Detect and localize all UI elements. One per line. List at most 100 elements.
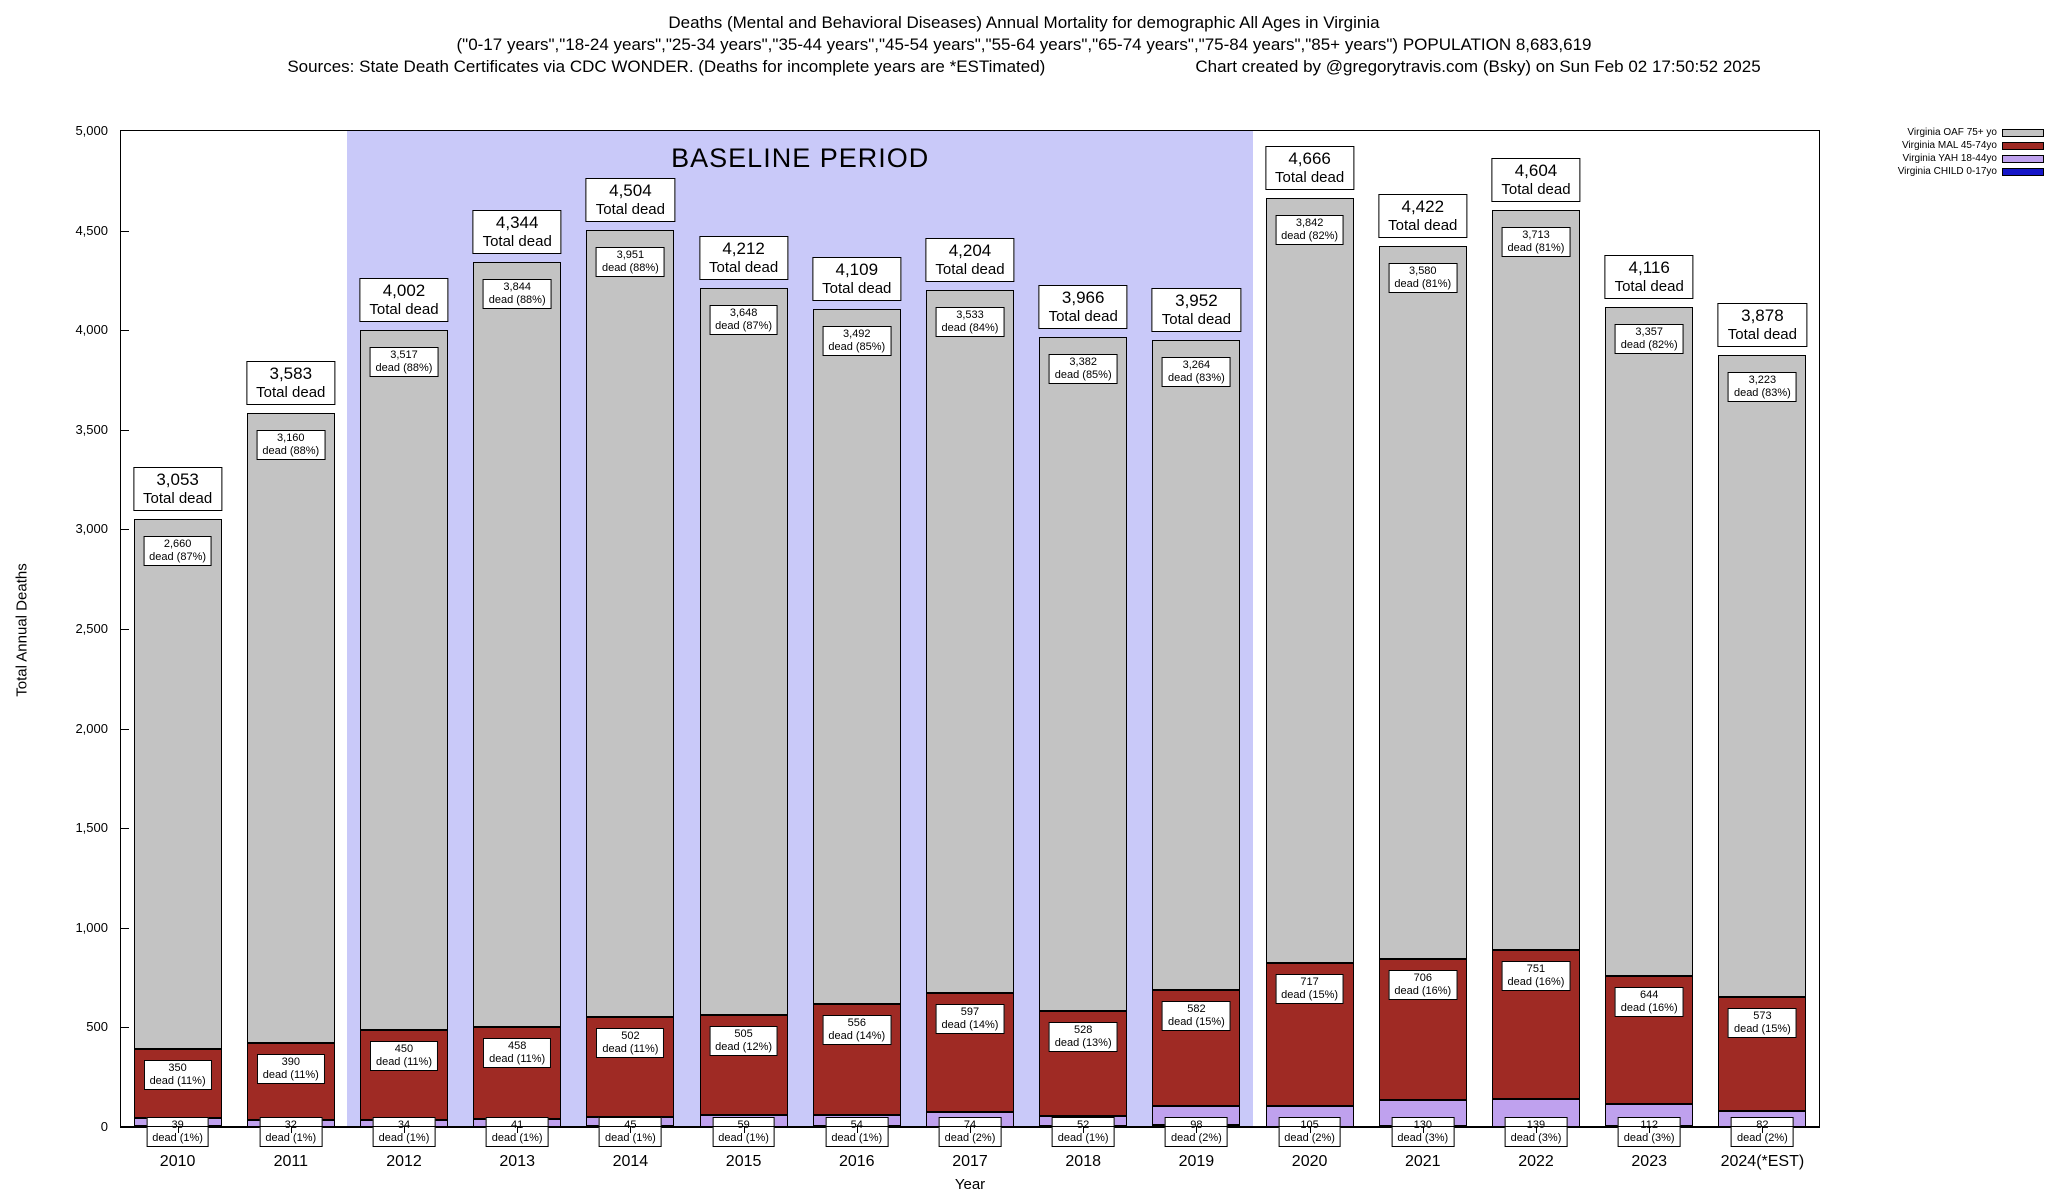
y-tick-label: 500 [86, 1019, 108, 1035]
oaf-deaths-label: 3,517 dead (88%) [369, 346, 439, 377]
bar-segment-oaf [1152, 339, 1241, 990]
legend-swatch-child [2002, 167, 2044, 176]
bar-segment-oaf [1265, 197, 1354, 963]
chart-source-line: Sources: State Death Certificates via CD… [0, 56, 2048, 78]
x-tick-mark [177, 1126, 179, 1133]
bar-segment-oaf [812, 308, 901, 1005]
bar-group-2020: 4,666 Total dead 3,842 dead (82%) 717 dead (1… [1253, 131, 1366, 1170]
bar-group-2010: 3,053 Total dead 2,660 dead (87%) 350 dead (1… [121, 131, 234, 1170]
y-tick-mark [121, 429, 129, 431]
legend-item-mal: Virginia MAL 45-74yo [1898, 139, 2044, 152]
total-dead-label: 4,504 Total dead [585, 177, 676, 222]
bar-segment-oaf [246, 413, 335, 1043]
bar-group-2021: 4,422 Total dead 3,580 dead (81%) 706 dead (1… [1366, 131, 1479, 1170]
yah-deaths-label: 54 dead (1%) [825, 1117, 889, 1147]
mal-deaths-label: 556 dead (14%) [822, 1015, 892, 1046]
x-tick-year-label: 2015 [725, 1153, 762, 1170]
chart-sources-text: Sources: State Death Certificates via CD… [287, 57, 1046, 76]
bar-group-2022: 4,604 Total dead 3,713 dead (81%) 751 dead (1… [1479, 131, 1592, 1170]
x-tick-mark [1083, 1126, 1085, 1133]
oaf-deaths-label: 3,951 dead (88%) [595, 246, 665, 277]
bar-group-2013: 4,344 Total dead 3,844 dead (88%) 458 dead (1… [461, 131, 574, 1170]
legend-swatch-oaf [2002, 128, 2044, 137]
total-dead-label: 4,422 Total dead [1378, 194, 1468, 239]
mal-deaths-label: 350 dead (11%) [143, 1059, 212, 1090]
total-dead-label: 3,966 Total dead [1038, 284, 1128, 329]
oaf-deaths-label: 3,842 dead (82%) [1275, 214, 1345, 245]
legend-label: Virginia OAF 75+ yo [1907, 126, 1997, 138]
total-dead-label: 4,109 Total dead [812, 256, 902, 301]
bar-group-2024(*EST): 3,878 Total dead 3,223 dead (83%) 573 dead (1… [1706, 131, 1819, 1170]
legend-label: Virginia MAL 45-74yo [1901, 139, 1997, 151]
oaf-deaths-label: 3,713 dead (81%) [1501, 226, 1571, 257]
plot-area: BASELINE PERIOD 3,053 Total dead 2,660 dead… [120, 130, 1820, 1170]
yah-deaths-label: 39 dead (1%) [146, 1117, 209, 1147]
bar-group-2019: 3,952 Total dead 3,264 dead (83%) 582 dead (1… [1140, 131, 1253, 1170]
y-tick-mark [121, 1027, 129, 1029]
legend-label: Virginia CHILD 0-17yo [1897, 165, 1997, 177]
x-tick-year-label: 2022 [1518, 1153, 1554, 1170]
mal-deaths-label: 597 dead (14%) [935, 1004, 1005, 1035]
chart-header: Deaths (Mental and Behavioral Diseases) … [0, 12, 2048, 78]
y-axis-tick-labels: 0 500 1,000 1,500 2,000 2,500 3,000 3,500 4,000 4… [0, 123, 108, 1134]
bar-segment-oaf [133, 518, 222, 1049]
bar-segment-oaf [1718, 354, 1807, 997]
bar-segment-oaf [1378, 246, 1467, 960]
oaf-deaths-label: 3,648 dead (87%) [709, 304, 779, 335]
yah-deaths-label: 82 dead (2%) [1731, 1117, 1794, 1147]
total-dead-label: 3,053 Total dead [132, 466, 223, 511]
oaf-deaths-label: 3,160 dead (88%) [256, 430, 326, 461]
mal-deaths-label: 644 dead (16%) [1614, 986, 1684, 1017]
y-tick-mark [121, 230, 129, 232]
y-tick-label: 4,000 [75, 322, 108, 338]
x-tick-mark [969, 1126, 971, 1133]
bar-segment-oaf [1491, 209, 1580, 950]
x-tick-year-label: 2020 [1291, 1153, 1328, 1170]
oaf-deaths-label: 3,533 dead (84%) [935, 306, 1005, 337]
y-tick-label: 4,500 [75, 222, 108, 238]
x-tick-year-label: 2014 [612, 1153, 649, 1170]
mal-deaths-label: 528 dead (13%) [1048, 1021, 1118, 1052]
bar-group-2016: 4,109 Total dead 3,492 dead (85%) 556 dead (1… [800, 131, 913, 1170]
total-dead-label: 4,116 Total dead [1604, 255, 1694, 300]
total-dead-label: 4,212 Total dead [698, 235, 789, 280]
total-dead-label: 4,666 Total dead [1264, 145, 1355, 190]
mal-deaths-label: 458 dead (11%) [483, 1038, 552, 1069]
y-tick-label: 1,500 [75, 820, 108, 836]
legend-item-yah: Virginia YAH 18-44yo [1898, 152, 2044, 165]
x-tick-year-label: 2017 [952, 1153, 988, 1170]
bar-group-2014: 4,504 Total dead 3,951 dead (88%) 502 dead (1… [574, 131, 687, 1170]
oaf-deaths-label: 3,357 dead (82%) [1614, 324, 1684, 355]
mal-deaths-label: 450 dead (11%) [369, 1041, 439, 1072]
yah-deaths-label: 130 dead (3%) [1391, 1117, 1455, 1147]
total-dead-label: 3,583 Total dead [246, 361, 336, 406]
bar-segment-oaf [699, 287, 788, 1015]
baseline-period-label: BASELINE PERIOD [671, 143, 930, 173]
bar-segment-oaf [925, 289, 1014, 994]
total-dead-label: 4,604 Total dead [1491, 157, 1581, 202]
chart-title: Deaths (Mental and Behavioral Diseases) … [668, 13, 1380, 32]
bar-group-2011: 3,583 Total dead 3,160 dead (88%) 390 dead (1… [234, 131, 347, 1170]
x-tick-year-label: 2012 [386, 1153, 422, 1170]
oaf-deaths-label: 3,844 dead (88%) [482, 278, 552, 309]
bar-group-2015: 4,212 Total dead 3,648 dead (87%) 505 dead (1… [687, 131, 800, 1170]
x-tick-year-label: 2024(*EST) [1720, 1153, 1805, 1170]
x-tick-mark [290, 1126, 292, 1133]
y-tick-label: 0 [100, 1119, 108, 1134]
x-tick-year-label: 2019 [1178, 1153, 1215, 1170]
bar-group-2012: 4,002 Total dead 3,517 dead (88%) 450 dead (1… [347, 131, 460, 1170]
bar-segment-oaf [359, 329, 448, 1031]
mal-deaths-label: 573 dead (15%) [1727, 1007, 1797, 1038]
chart-legend: Virginia OAF 75+ yo Virginia MAL 45-74yo V… [1898, 126, 2044, 178]
legend-swatch-mal [2002, 141, 2044, 150]
y-tick-label: 3,000 [75, 521, 108, 537]
x-axis-title: Year [954, 1176, 986, 1193]
y-tick-mark [121, 529, 129, 531]
x-tick-year-label: 2023 [1631, 1153, 1667, 1170]
oaf-deaths-label: 3,492 dead (85%) [822, 325, 892, 356]
x-tick-year-label: 2013 [499, 1153, 535, 1170]
legend-label: Virginia YAH 18-44yo [1902, 152, 1997, 164]
y-tick-mark [121, 828, 129, 830]
y-tick-label: 5,000 [75, 123, 108, 138]
